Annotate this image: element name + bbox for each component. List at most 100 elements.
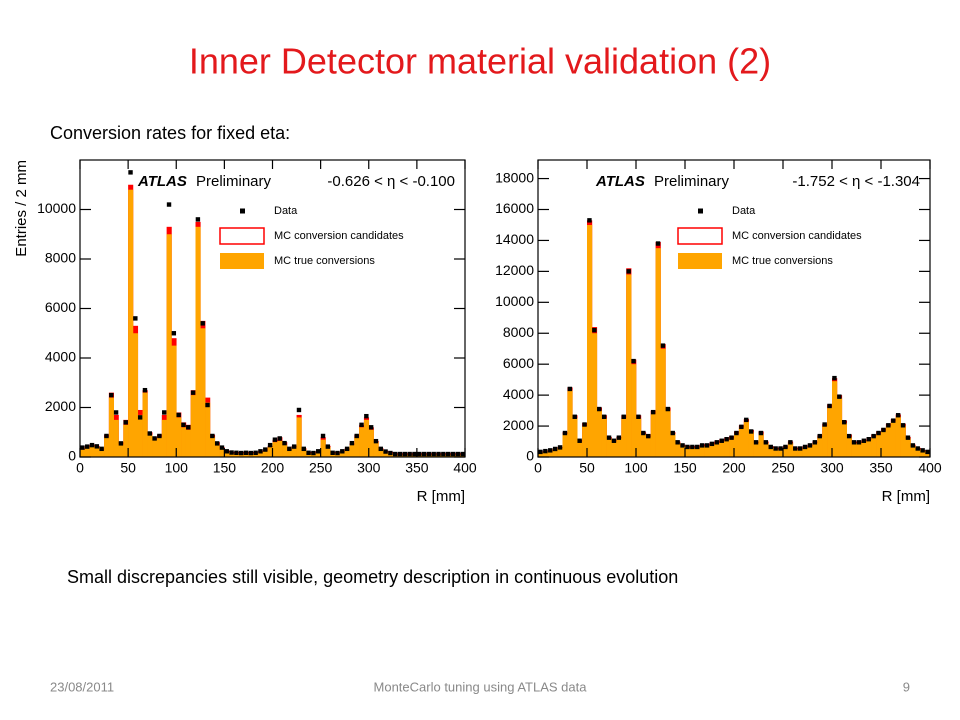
- footer-page: 9: [903, 679, 910, 694]
- data-point: [291, 444, 297, 449]
- data-point: [388, 450, 393, 456]
- mc-true-bar: [714, 443, 720, 457]
- mc-true-bar: [291, 447, 297, 457]
- x-tick-label: 300: [357, 460, 381, 476]
- data-point: [287, 446, 292, 452]
- mc-true-bar: [205, 402, 211, 457]
- mc-true-bar: [161, 419, 167, 457]
- mc-true-bar: [827, 407, 833, 457]
- data-point: [538, 449, 543, 455]
- data-point: [224, 449, 229, 454]
- data-point: [166, 202, 172, 207]
- mc-true-bar: [306, 453, 312, 457]
- mc-true-bar: [802, 447, 808, 457]
- data-point: [282, 440, 287, 446]
- mc-true-bar: [787, 443, 794, 457]
- data-point: [393, 451, 398, 457]
- data-point: [340, 449, 345, 454]
- data-point: [665, 406, 671, 412]
- data-point: [572, 414, 577, 419]
- data-point: [412, 451, 417, 457]
- data-point: [152, 436, 157, 441]
- data-point: [650, 409, 656, 415]
- x-tick-label: 250: [771, 460, 795, 476]
- data-point: [788, 440, 793, 445]
- mc-true-bar: [797, 449, 803, 457]
- data-point: [431, 451, 436, 457]
- mc-true-bar: [812, 443, 818, 457]
- data-point: [248, 450, 254, 456]
- data-point: [142, 387, 148, 393]
- mc-true-bar: [846, 436, 852, 457]
- data-point: [753, 440, 759, 445]
- data-point: [758, 430, 764, 436]
- mc-true-bar: [920, 450, 926, 457]
- mc-true-bar: [675, 443, 681, 457]
- mc-true-bar: [694, 447, 700, 457]
- data-point: [802, 444, 808, 450]
- data-point: [455, 451, 460, 457]
- legend-swatch: [677, 227, 723, 245]
- mc-true-bar: [783, 447, 789, 457]
- mc-true-bar: [166, 234, 172, 457]
- mc-true-bar: [640, 433, 647, 457]
- x-tick-label: 150: [213, 460, 237, 476]
- mc-true-bar: [743, 421, 749, 457]
- y-tick-label: 14000: [495, 231, 534, 247]
- mc-true-bar: [176, 417, 182, 457]
- legend-swatch: [220, 253, 264, 269]
- mc-true-bar: [631, 364, 637, 457]
- y-tick-label: 0: [68, 448, 76, 464]
- data-point: [832, 375, 837, 381]
- data-point: [626, 269, 631, 274]
- data-point: [925, 449, 930, 455]
- mc-true-bar: [378, 449, 384, 457]
- data-point: [548, 448, 553, 453]
- data-point: [646, 433, 651, 439]
- data-point: [557, 445, 563, 450]
- x-tick-label: 50: [579, 460, 595, 476]
- legend-label: MC true conversions: [274, 255, 375, 267]
- data-point: [807, 443, 813, 448]
- mc-true-bar: [861, 441, 867, 457]
- mc-true-bar: [562, 433, 568, 457]
- note-text: Small discrepancies still visible, geome…: [67, 567, 678, 587]
- mc-true-bar: [547, 450, 553, 457]
- mc-true-bar: [84, 447, 90, 457]
- x-tick-label: 150: [673, 460, 697, 476]
- mc-true-bar: [108, 397, 114, 457]
- footer-center: MonteCarlo tuning using ATLAS data: [374, 679, 588, 694]
- mc-true-bar: [856, 443, 862, 457]
- data-point: [611, 438, 617, 443]
- mc-true-bar: [104, 437, 110, 457]
- mc-true-bar: [655, 248, 661, 457]
- mc-true-bar: [871, 436, 877, 457]
- mc-true-bar: [596, 410, 602, 457]
- mc-true-bar: [243, 453, 249, 457]
- data-point: [354, 433, 359, 439]
- data-point: [306, 450, 311, 455]
- mc-true-bar: [660, 348, 666, 457]
- mc-true-bar: [286, 449, 293, 457]
- data-point: [856, 440, 862, 445]
- mc-true-bar: [171, 345, 177, 457]
- data-point: [685, 444, 690, 450]
- y-tick-label: 8000: [45, 250, 76, 266]
- data-point: [797, 446, 803, 451]
- data-point: [128, 170, 133, 175]
- data-point: [739, 424, 744, 430]
- mc-true-bar: [152, 439, 158, 457]
- x-axis-label: R [mm]: [882, 488, 930, 505]
- atlas-label: ATLAS: [595, 173, 645, 190]
- mc-true-bar: [344, 449, 350, 457]
- data-point: [729, 435, 734, 440]
- y-tick-label: 8000: [503, 324, 534, 340]
- data-point: [837, 394, 842, 399]
- mc-true-bar: [219, 448, 225, 457]
- mc-true-bar: [224, 452, 230, 457]
- mc-true-bar: [132, 333, 139, 457]
- data-point: [734, 430, 739, 436]
- data-point: [205, 402, 210, 408]
- mc-true-bar: [591, 333, 598, 457]
- data-point: [364, 413, 369, 419]
